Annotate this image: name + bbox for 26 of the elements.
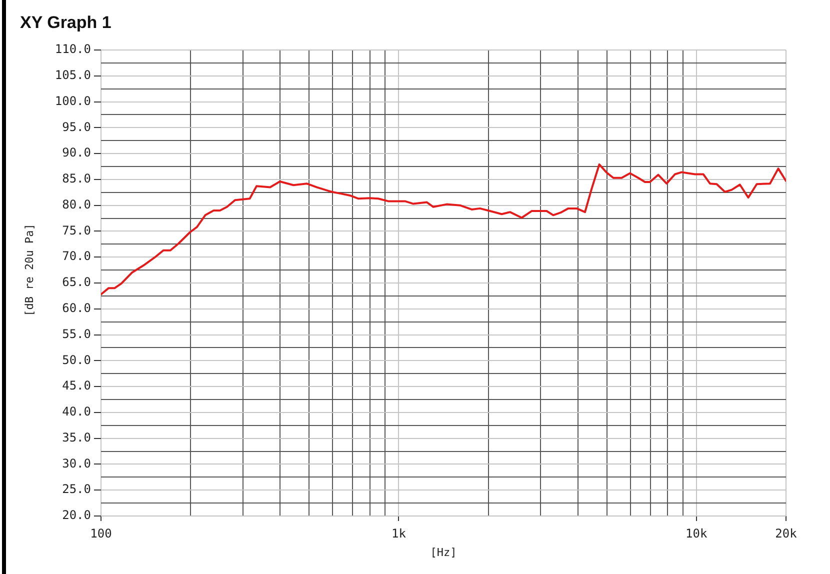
y-tick-label: 90.0: [62, 146, 91, 160]
y-tick-label: 20.0: [62, 508, 91, 522]
y-tick-label: 65.0: [62, 275, 91, 290]
x-axis-title: [Hz]: [430, 546, 457, 559]
y-tick-label: 85.0: [62, 172, 91, 186]
x-tick-label: 20k: [775, 526, 798, 540]
y-tick-label: 75.0: [62, 223, 91, 238]
y-tick-label: 60.0: [62, 301, 91, 316]
chart-title: XY Graph 1: [20, 13, 112, 32]
y-tick-label: 95.0: [62, 120, 91, 134]
y-tick-label: 25.0: [62, 482, 91, 496]
y-tick-label: 110.0: [54, 42, 91, 56]
y-tick-label: 80.0: [62, 197, 91, 212]
x-tick-label: 10k: [686, 526, 708, 540]
x-tick-label: 1k: [391, 526, 407, 540]
y-tick-label: 35.0: [62, 430, 91, 444]
y-tick-label: 105.0: [54, 68, 91, 82]
x-tick-label: 100: [90, 526, 112, 540]
y-tick-label: 45.0: [62, 378, 91, 393]
y-tick-label: 100.0: [54, 94, 91, 108]
y-tick-label: 50.0: [62, 352, 91, 367]
y-tick-label: 40.0: [62, 404, 91, 419]
y-tick-label: 55.0: [62, 326, 91, 341]
y-tick-label: 30.0: [62, 456, 91, 470]
y-tick-label: 70.0: [62, 249, 91, 264]
y-axis-title: [dB re 20u Pa]: [22, 224, 36, 316]
